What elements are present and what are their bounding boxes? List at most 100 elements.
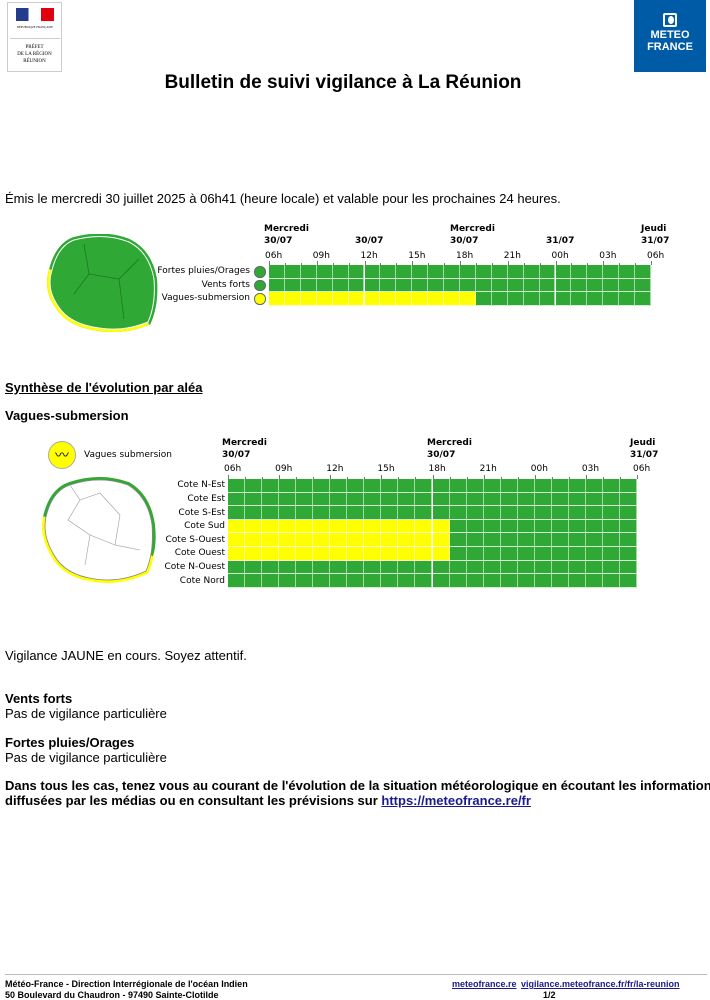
timeline-cell <box>330 560 348 575</box>
hour-tick <box>602 477 604 479</box>
timeline-cell <box>296 547 314 561</box>
hour-tick <box>432 475 434 479</box>
timeline-cell <box>635 292 651 306</box>
timeline-cell <box>364 560 382 575</box>
hour-tick <box>483 475 485 479</box>
hour-tick <box>396 263 398 265</box>
hour-tick <box>381 475 383 479</box>
timeline-cell <box>381 574 399 588</box>
timeline-cell <box>412 292 429 306</box>
timeline-cell <box>534 479 552 493</box>
timeline-cell <box>517 519 535 534</box>
row-label: Cote Sud <box>184 521 225 532</box>
timeline-cell <box>585 574 603 588</box>
timeline-cell <box>396 292 413 306</box>
hour-tick <box>507 261 509 265</box>
hour-label: 21h <box>503 251 521 261</box>
timeline-cell <box>534 560 552 575</box>
timeline-cell <box>551 533 569 547</box>
timeline-cell <box>380 278 397 292</box>
timeline-cell <box>585 492 603 507</box>
advice-line2: diffusées par les médias ou en consultan… <box>5 793 382 808</box>
timeline-cell <box>228 574 246 588</box>
timeline-cell <box>555 292 572 306</box>
timeline-cell <box>398 547 416 561</box>
timeline-cell <box>313 574 331 588</box>
timeline-cell <box>330 519 348 534</box>
timeline-cell <box>602 547 620 561</box>
timeline-cell <box>635 278 651 292</box>
timeline-cell <box>269 265 285 279</box>
hour-label: 12h <box>360 251 378 261</box>
row-label: Cote Est <box>187 493 225 504</box>
row-label: Vents forts <box>201 279 250 290</box>
timeline-cell <box>603 292 620 306</box>
timeline-cell <box>432 479 450 493</box>
hour-tick <box>534 475 536 479</box>
timeline-cell <box>432 519 450 534</box>
hour-label: 03h <box>581 464 600 474</box>
day-label: Jeudi <box>641 224 667 234</box>
timeline-cell <box>483 519 501 534</box>
row-label: Cote Nord <box>179 575 225 586</box>
timeline-cell <box>619 506 637 520</box>
timeline-cell <box>587 292 604 306</box>
footer-link-vigilance[interactable]: vigilance.meteofrance.fr/fr/la-reunion <box>521 979 680 989</box>
timeline-cell <box>296 533 314 547</box>
timeline-cell <box>428 292 445 306</box>
timeline-cell <box>500 574 518 588</box>
hour-tick <box>313 477 315 479</box>
timeline-cell <box>603 265 620 279</box>
hour-label: 00h <box>530 464 548 474</box>
hour-tick <box>651 261 652 265</box>
timeline-cell <box>466 492 484 507</box>
timeline-cell <box>330 479 348 493</box>
timeline-cell <box>460 278 476 292</box>
timeline-cell <box>262 479 280 493</box>
timeline-cell <box>551 506 569 520</box>
marianne-flag-icon <box>16 8 54 21</box>
logo-text: FRANCE <box>647 41 693 53</box>
issued-text: Émis le mercredi 30 juillet 2025 à 06h41… <box>5 191 561 206</box>
timeline-cell <box>449 547 467 561</box>
timeline-cell <box>381 479 399 493</box>
timeline-cell <box>432 574 450 588</box>
timeline-cell <box>313 547 331 561</box>
meteofrance-link[interactable]: https://meteofrance.re/fr <box>381 793 531 808</box>
timeline-cell <box>300 278 317 292</box>
hour-tick <box>449 477 451 479</box>
timeline-cell <box>415 506 433 520</box>
timeline-cell <box>551 519 569 534</box>
timeline-cell <box>449 479 467 493</box>
pluies-title: Fortes pluies/Orages <box>5 735 135 750</box>
timeline-cell <box>381 492 399 507</box>
timeline-cell <box>500 533 518 547</box>
timeline-cell <box>330 533 348 547</box>
timeline-cell <box>284 292 301 306</box>
timeline-cell <box>619 479 637 493</box>
date-label: 30/07 <box>427 450 456 460</box>
timeline-cell <box>534 492 552 507</box>
timeline-cell <box>332 265 349 279</box>
timeline-cell <box>347 533 365 547</box>
timeline-cell <box>460 265 476 279</box>
timeline-cell <box>381 547 399 561</box>
timeline-cell <box>449 519 467 534</box>
timeline-cell <box>568 492 586 507</box>
timeline-cell <box>396 278 413 292</box>
timeline-cell <box>539 278 556 292</box>
row-label: Cote S-Est <box>178 507 225 518</box>
timeline-cell <box>619 547 637 561</box>
timeline-cell <box>619 574 637 588</box>
timeline-cell <box>415 560 433 575</box>
timeline-cell <box>517 492 535 507</box>
footer-link-meteofrance[interactable]: meteofrance.re <box>452 979 517 989</box>
timeline-cell <box>568 519 586 534</box>
timeline-cell <box>313 519 331 534</box>
timeline-cell <box>491 292 508 306</box>
timeline-cell <box>412 278 429 292</box>
timeline-cell <box>585 519 603 534</box>
timeline-cell <box>348 265 365 279</box>
timeline-cell <box>449 506 467 520</box>
